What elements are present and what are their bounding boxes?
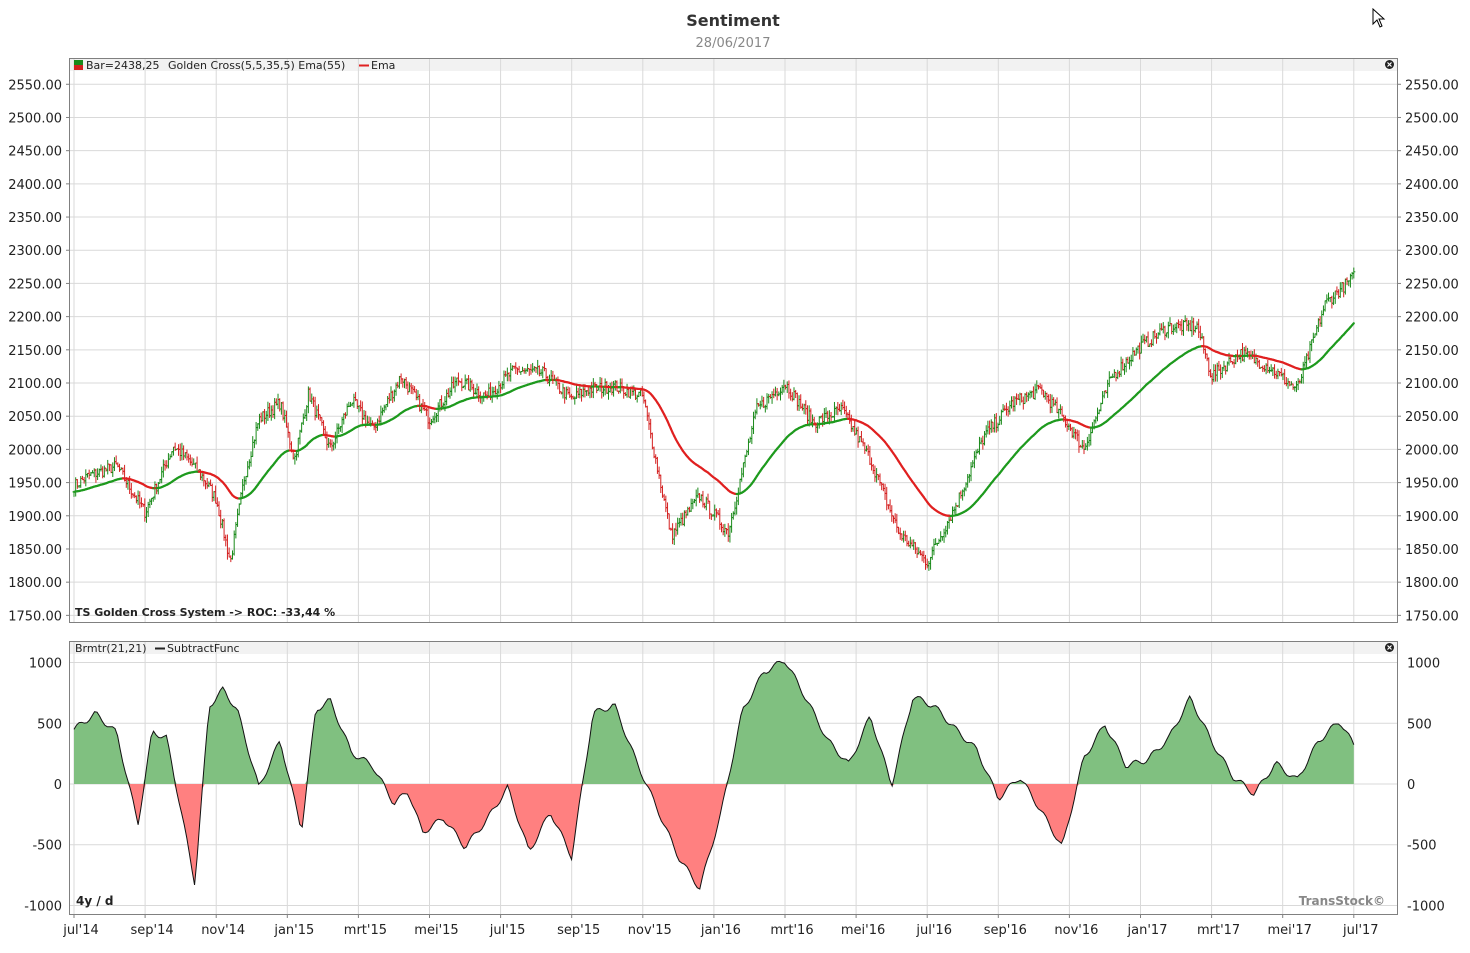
price-y-tick-left: 1900.00 bbox=[8, 510, 62, 525]
x-tick-label: mrt'17 bbox=[1197, 923, 1240, 938]
oscillator-negative-area bbox=[74, 784, 1354, 890]
x-axis: jul'14 sep'14 nov'14 jan'15 mrt'15 mei'15 jul'… bbox=[62, 914, 1379, 938]
price-y-tick-right: 2350.00 bbox=[1405, 211, 1459, 226]
x-tick-label: jul'17 bbox=[1342, 923, 1379, 938]
price-y-tick-right: 1950.00 bbox=[1405, 477, 1459, 492]
price-y-tick-left: 2250.00 bbox=[8, 277, 62, 292]
price-y-tick-left: 2300.00 bbox=[8, 244, 62, 259]
x-tick-label: jul'15 bbox=[489, 923, 526, 938]
price-y-tick-left: 2350.00 bbox=[8, 211, 62, 226]
oscillator-y-axis-right: 1000 500 0 -500 -1000 bbox=[1407, 657, 1445, 915]
ema-legend-label: Ema bbox=[371, 59, 395, 72]
mouse-cursor-icon bbox=[1372, 8, 1386, 28]
x-tick-label: nov'16 bbox=[1054, 923, 1098, 938]
price-y-tick-right: 2500.00 bbox=[1405, 111, 1459, 126]
price-y-tick-left: 1850.00 bbox=[8, 543, 62, 558]
price-y-tick-left: 1750.00 bbox=[8, 609, 62, 624]
oscillator-y-tick-left: 500 bbox=[37, 717, 62, 732]
price-y-tick-left: 2150.00 bbox=[8, 344, 62, 359]
oscillator-legend-indicator-label: Brmtr(21,21) bbox=[75, 642, 147, 655]
price-y-tick-left: 2550.00 bbox=[8, 78, 62, 93]
x-tick-label: sep'14 bbox=[131, 923, 174, 938]
price-y-tick-left: 2050.00 bbox=[8, 410, 62, 425]
price-legend-bar bbox=[70, 59, 1397, 71]
oscillator-y-tick-left: 0 bbox=[54, 778, 62, 793]
price-y-tick-left: 2400.00 bbox=[8, 178, 62, 193]
oscillator-y-tick-right: 0 bbox=[1407, 778, 1415, 793]
price-y-tick-right: 1850.00 bbox=[1405, 543, 1459, 558]
price-y-axis-left: 2550.00 2500.00 2450.00 2400.00 2350.00 2300.… bbox=[8, 78, 70, 624]
oscillator-positive-area bbox=[74, 661, 1354, 784]
x-tick-label: jan'17 bbox=[1127, 923, 1168, 938]
price-panel-frame bbox=[69, 58, 1398, 623]
oscillator-area bbox=[73, 660, 1355, 890]
oscillator-legend-bar bbox=[70, 642, 1397, 654]
golden-cross-roc-annotation: TS Golden Cross System -> ROC: -33,44 % bbox=[75, 606, 335, 619]
x-tick-label: nov'15 bbox=[628, 923, 672, 938]
oscillator-legend: Brmtr(21,21) SubtractFunc bbox=[75, 642, 240, 655]
price-y-tick-left: 2450.00 bbox=[8, 145, 62, 160]
price-y-tick-left: 2000.00 bbox=[8, 443, 62, 458]
price-y-tick-right: 1900.00 bbox=[1405, 510, 1459, 525]
oscillator-y-tick-left: -1000 bbox=[24, 899, 62, 914]
price-y-tick-right: 2200.00 bbox=[1405, 311, 1459, 326]
x-tick-label: sep'15 bbox=[557, 923, 600, 938]
period-label: 4y / d bbox=[76, 894, 114, 908]
price-y-tick-left: 1800.00 bbox=[8, 576, 62, 591]
x-tick-label: nov'14 bbox=[201, 923, 245, 938]
price-gridlines bbox=[70, 59, 1397, 622]
ema-line bbox=[72, 322, 1355, 518]
oscillator-y-tick-right: 1000 bbox=[1407, 657, 1440, 672]
price-y-tick-left: 2200.00 bbox=[8, 311, 62, 326]
x-tick-label: jul'14 bbox=[62, 923, 99, 938]
price-panel-close-icon[interactable] bbox=[1385, 60, 1394, 69]
price-y-tick-right: 2050.00 bbox=[1405, 410, 1459, 425]
price-y-tick-left: 2100.00 bbox=[8, 377, 62, 392]
oscillator-y-tick-right: -500 bbox=[1407, 839, 1437, 854]
ema-segment bbox=[1351, 322, 1355, 327]
x-tick-label: jan'16 bbox=[700, 923, 741, 938]
chart-date: 28/06/2017 bbox=[695, 36, 771, 51]
price-bars bbox=[72, 267, 1356, 571]
price-y-tick-right: 1750.00 bbox=[1405, 609, 1459, 624]
x-tick-label: mrt'16 bbox=[770, 923, 813, 938]
x-tick-label: jan'15 bbox=[273, 923, 314, 938]
oscillator-y-tick-right: -1000 bbox=[1407, 899, 1445, 914]
price-y-tick-right: 2150.00 bbox=[1405, 344, 1459, 359]
price-y-tick-right: 2400.00 bbox=[1405, 178, 1459, 193]
price-y-axis-right: 2550.00 2500.00 2450.00 2400.00 2350.00 2300.… bbox=[1397, 78, 1459, 624]
oscillator-y-tick-right: 500 bbox=[1407, 717, 1432, 732]
oscillator-y-tick-left: -500 bbox=[32, 839, 62, 854]
x-tick-label: mrt'15 bbox=[344, 923, 387, 938]
x-tick-label: sep'16 bbox=[984, 923, 1027, 938]
price-y-tick-right: 2250.00 bbox=[1405, 277, 1459, 292]
price-legend-indicator-label: Golden Cross(5,5,35,5) Ema(55) bbox=[168, 59, 345, 72]
subtractfunc-legend-label: SubtractFunc bbox=[167, 642, 240, 655]
x-tick-label: jul'16 bbox=[915, 923, 952, 938]
price-y-tick-right: 2000.00 bbox=[1405, 443, 1459, 458]
price-y-tick-right: 2100.00 bbox=[1405, 377, 1459, 392]
x-tick-label: mei'16 bbox=[841, 923, 885, 938]
price-y-tick-right: 2550.00 bbox=[1405, 78, 1459, 93]
oscillator-line bbox=[73, 660, 1355, 890]
price-y-tick-right: 2300.00 bbox=[1405, 244, 1459, 259]
transstock-watermark: TransStock© bbox=[1299, 894, 1385, 908]
oscillator-y-axis-left: 1000 500 0 -500 -1000 bbox=[24, 657, 62, 915]
x-tick-label: mei'17 bbox=[1268, 923, 1312, 938]
price-y-tick-left: 2500.00 bbox=[8, 111, 62, 126]
price-y-tick-right: 1800.00 bbox=[1405, 576, 1459, 591]
price-legend-bar-label: Bar=2438,25 bbox=[86, 59, 160, 72]
chart-title: Sentiment bbox=[686, 11, 780, 30]
bar-legend-swatch-up bbox=[74, 60, 83, 65]
x-tick-label: mei'15 bbox=[414, 923, 458, 938]
price-legend: Bar=2438,25 Golden Cross(5,5,35,5) Ema(5… bbox=[74, 59, 395, 72]
price-y-tick-right: 2450.00 bbox=[1405, 145, 1459, 160]
oscillator-panel-close-icon[interactable] bbox=[1385, 643, 1394, 652]
oscillator-y-tick-left: 1000 bbox=[29, 657, 62, 672]
price-y-tick-left: 1950.00 bbox=[8, 477, 62, 492]
bar-legend-swatch-down bbox=[74, 65, 83, 70]
